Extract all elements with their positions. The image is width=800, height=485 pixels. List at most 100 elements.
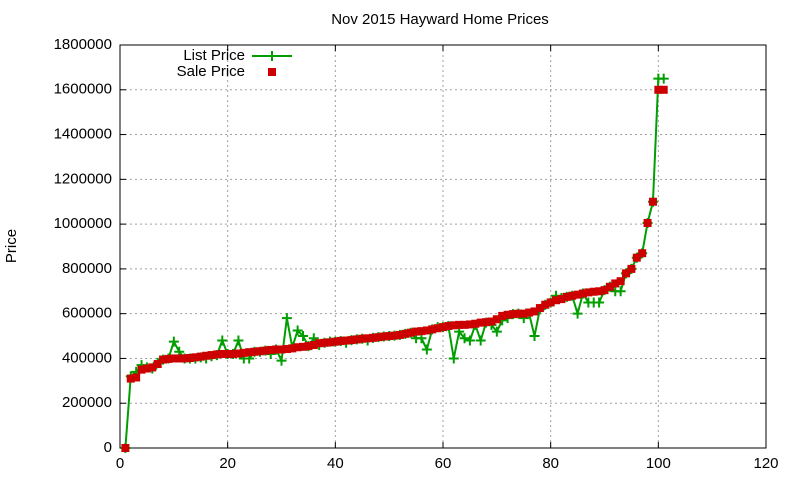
point-marker <box>476 318 485 327</box>
point-marker <box>276 355 287 366</box>
point-marker <box>594 297 605 308</box>
chart-title: Nov 2015 Hayward Home Prices <box>331 11 549 28</box>
point-marker <box>482 318 491 327</box>
point-marker <box>168 336 179 347</box>
point-marker <box>132 373 141 382</box>
y-tick-label: 1800000 <box>54 36 112 53</box>
point-marker <box>336 336 345 345</box>
y-tick-label: 600000 <box>62 305 112 322</box>
y-tick-label: 1600000 <box>54 81 112 98</box>
point-marker <box>293 343 302 352</box>
point-marker <box>615 286 626 297</box>
point-marker <box>638 249 647 258</box>
point-marker <box>471 319 480 328</box>
point-marker <box>169 354 178 363</box>
point-marker <box>578 289 587 298</box>
point-marker <box>369 333 378 342</box>
point-marker <box>233 335 244 346</box>
point-marker <box>281 313 292 324</box>
point-marker <box>632 253 641 262</box>
point-marker <box>568 291 577 300</box>
point-marker <box>277 345 286 354</box>
y-tick-label: 0 <box>104 439 112 456</box>
point-marker <box>448 353 459 364</box>
point-marker <box>658 73 669 84</box>
point-marker <box>299 342 308 351</box>
point-marker <box>180 354 189 363</box>
point-marker <box>207 351 216 360</box>
point-marker <box>245 348 254 357</box>
point-marker <box>374 333 383 342</box>
x-tick-label: 120 <box>753 455 778 472</box>
y-tick-label: 1200000 <box>54 170 112 187</box>
x-tick-label: 80 <box>542 455 559 472</box>
point-marker <box>298 331 309 342</box>
x-tick-label: 60 <box>435 455 452 472</box>
point-marker <box>595 287 604 296</box>
point-marker <box>449 321 458 330</box>
point-marker <box>229 349 238 358</box>
point-marker <box>460 320 469 329</box>
point-marker <box>347 336 356 345</box>
point-marker <box>218 349 227 358</box>
y-tick-label: 1400000 <box>54 126 112 143</box>
point-marker <box>503 310 512 319</box>
point-marker <box>417 327 426 336</box>
point-marker <box>272 345 281 354</box>
point-marker <box>557 295 566 304</box>
point-marker <box>465 320 474 329</box>
point-marker <box>223 349 232 358</box>
point-marker <box>508 310 517 319</box>
point-marker <box>529 331 540 342</box>
y-tick-label: 200000 <box>62 394 112 411</box>
point-marker <box>385 332 394 341</box>
point-marker <box>572 308 583 319</box>
point-marker <box>605 282 614 291</box>
legend-label: Sale Price <box>177 63 245 80</box>
point-marker <box>627 264 636 273</box>
point-marker <box>654 85 663 94</box>
point-marker <box>648 197 657 206</box>
point-marker <box>589 287 598 296</box>
point-marker <box>217 335 228 346</box>
point-marker <box>261 346 270 355</box>
legend-label: List Price <box>183 47 245 64</box>
point-marker <box>142 364 151 373</box>
point-marker <box>239 348 248 357</box>
point-marker <box>525 308 534 317</box>
point-marker <box>464 335 475 346</box>
point-marker <box>530 307 539 316</box>
point-marker <box>250 347 259 356</box>
y-tick-label: 400000 <box>62 349 112 366</box>
point-marker <box>492 315 501 324</box>
point-marker <box>491 326 502 337</box>
point-marker <box>498 311 507 320</box>
point-marker <box>412 327 421 336</box>
y-axis-label: Price <box>3 229 20 263</box>
point-marker <box>659 85 668 94</box>
point-marker <box>475 335 486 346</box>
point-marker <box>622 269 631 278</box>
point-marker <box>148 363 157 372</box>
point-marker <box>573 290 582 299</box>
point-marker <box>175 354 184 363</box>
point-marker <box>444 321 453 330</box>
point-marker <box>309 341 318 350</box>
point-marker <box>325 338 334 347</box>
point-marker <box>164 354 173 363</box>
point-marker <box>421 344 432 355</box>
point-marker <box>541 300 550 309</box>
point-marker <box>202 351 211 360</box>
point-marker <box>552 296 561 305</box>
point-marker <box>358 334 367 343</box>
point-marker <box>212 350 221 359</box>
x-tick-label: 100 <box>646 455 671 472</box>
point-marker <box>121 444 130 452</box>
point-marker <box>288 344 297 353</box>
y-tick-label: 800000 <box>62 260 112 277</box>
point-marker <box>643 218 652 227</box>
point-marker <box>234 349 243 358</box>
point-marker <box>616 277 625 286</box>
point-marker <box>519 309 528 318</box>
